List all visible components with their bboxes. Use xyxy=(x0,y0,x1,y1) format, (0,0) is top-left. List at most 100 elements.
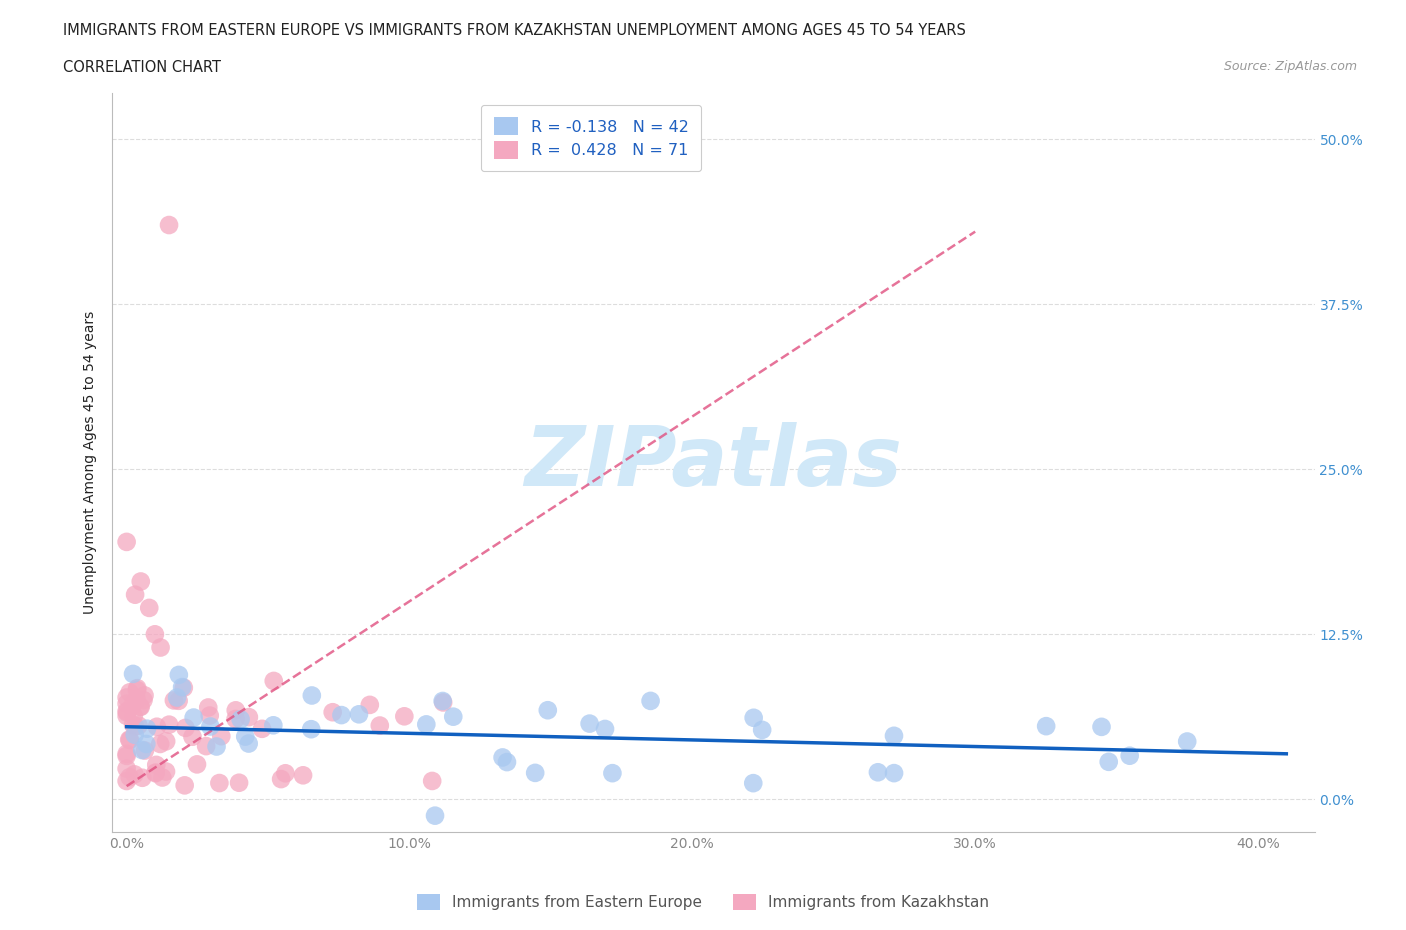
Point xyxy=(186,757,208,772)
Point xyxy=(155,734,177,749)
Point xyxy=(1175,734,1198,749)
Point xyxy=(115,690,138,705)
Point xyxy=(883,765,905,780)
Point xyxy=(183,711,205,725)
Point xyxy=(274,765,297,780)
Point xyxy=(128,718,150,733)
Point xyxy=(115,535,138,550)
Point xyxy=(124,719,146,734)
Point xyxy=(292,768,315,783)
Point xyxy=(602,765,624,780)
Point xyxy=(173,777,195,792)
Point xyxy=(157,717,180,732)
Point xyxy=(866,764,889,779)
Point xyxy=(129,699,152,714)
Point xyxy=(134,688,156,703)
Point xyxy=(124,767,146,782)
Point xyxy=(138,601,160,616)
Point xyxy=(143,627,166,642)
Point xyxy=(233,729,256,744)
Point xyxy=(640,694,662,709)
Point xyxy=(124,727,146,742)
Point xyxy=(208,776,231,790)
Point xyxy=(145,765,167,780)
Point xyxy=(537,703,560,718)
Point xyxy=(149,640,172,655)
Point xyxy=(205,739,228,754)
Point xyxy=(742,776,765,790)
Point xyxy=(136,722,159,737)
Point xyxy=(225,703,247,718)
Point xyxy=(238,737,260,751)
Point xyxy=(122,709,145,724)
Point xyxy=(115,749,138,764)
Point xyxy=(262,718,284,733)
Point xyxy=(883,728,905,743)
Point xyxy=(238,710,260,724)
Point xyxy=(229,711,252,726)
Point xyxy=(415,717,437,732)
Point xyxy=(423,808,446,823)
Point xyxy=(420,774,443,789)
Point xyxy=(115,705,138,720)
Point xyxy=(742,711,765,725)
Point xyxy=(432,695,454,710)
Point xyxy=(330,708,353,723)
Text: Source: ZipAtlas.com: Source: ZipAtlas.com xyxy=(1223,60,1357,73)
Point xyxy=(118,770,141,785)
Point xyxy=(593,722,616,737)
Point xyxy=(155,764,177,779)
Point xyxy=(146,719,169,734)
Point xyxy=(174,721,197,736)
Text: ZIPatlas: ZIPatlas xyxy=(524,422,903,503)
Point xyxy=(115,704,138,719)
Point xyxy=(115,774,138,789)
Legend: Immigrants from Eastern Europe, Immigrants from Kazakhstan: Immigrants from Eastern Europe, Immigran… xyxy=(409,886,997,918)
Point xyxy=(441,710,464,724)
Text: CORRELATION CHART: CORRELATION CHART xyxy=(63,60,221,75)
Point xyxy=(166,690,188,705)
Point xyxy=(121,698,143,712)
Point xyxy=(225,711,247,726)
Point xyxy=(524,765,547,780)
Point xyxy=(145,765,167,780)
Point xyxy=(250,722,273,737)
Point xyxy=(432,694,454,709)
Point xyxy=(122,717,145,732)
Point xyxy=(131,743,153,758)
Point xyxy=(131,770,153,785)
Point xyxy=(195,738,218,753)
Point xyxy=(181,729,204,744)
Point xyxy=(132,693,155,708)
Point xyxy=(118,684,141,699)
Point xyxy=(368,718,391,733)
Point xyxy=(578,716,600,731)
Point xyxy=(167,668,190,683)
Point xyxy=(145,757,167,772)
Point xyxy=(228,776,250,790)
Point xyxy=(270,772,292,787)
Point xyxy=(149,737,172,751)
Point xyxy=(115,709,138,724)
Text: IMMIGRANTS FROM EASTERN EUROPE VS IMMIGRANTS FROM KAZAKHSTAN UNEMPLOYMENT AMONG : IMMIGRANTS FROM EASTERN EUROPE VS IMMIGR… xyxy=(63,23,966,38)
Point xyxy=(135,737,157,751)
Point xyxy=(157,218,180,232)
Y-axis label: Unemployment Among Ages 45 to 54 years: Unemployment Among Ages 45 to 54 years xyxy=(83,311,97,615)
Point xyxy=(118,733,141,748)
Point xyxy=(122,667,145,682)
Point xyxy=(322,705,344,720)
Point xyxy=(359,698,381,712)
Point xyxy=(115,747,138,762)
Point xyxy=(127,681,149,696)
Point xyxy=(751,723,773,737)
Point xyxy=(150,770,173,785)
Point xyxy=(115,761,138,776)
Point xyxy=(1035,719,1057,734)
Point xyxy=(263,673,285,688)
Point xyxy=(172,680,194,695)
Point xyxy=(301,688,323,703)
Point xyxy=(496,754,519,769)
Point xyxy=(347,707,370,722)
Point xyxy=(173,680,195,695)
Point xyxy=(491,750,513,764)
